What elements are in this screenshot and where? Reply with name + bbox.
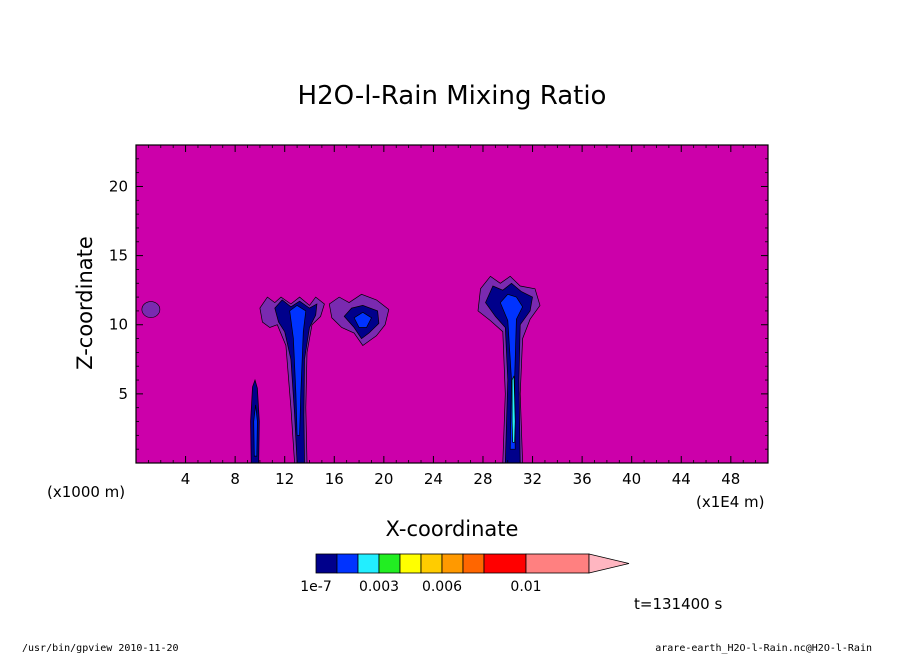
time-label: t=131400 s bbox=[634, 595, 722, 613]
tower-d-core bbox=[485, 282, 533, 464]
tower-d-inner bbox=[499, 293, 524, 450]
x-tick-label: 8 bbox=[230, 470, 240, 488]
contour-features bbox=[141, 275, 541, 464]
y-tick-label: 20 bbox=[109, 177, 128, 195]
colorbar-arrow bbox=[588, 553, 630, 574]
y-tick-label: 5 bbox=[118, 385, 128, 403]
x-tick-label: 48 bbox=[721, 470, 740, 488]
colorbar-segment bbox=[315, 553, 338, 574]
y-tick-label: 10 bbox=[109, 316, 128, 334]
y-axis-ticks: 5 10 15 20 bbox=[109, 158, 768, 450]
colorbar-segment bbox=[525, 553, 590, 574]
x-tick-label: 32 bbox=[523, 470, 542, 488]
y-axis-title: Z-coordinate bbox=[73, 236, 97, 370]
y-tick-label: 15 bbox=[109, 247, 128, 265]
plot-area bbox=[136, 145, 768, 463]
y-unit-label: (x1000 m) bbox=[47, 483, 125, 501]
x-tick-label: 36 bbox=[573, 470, 592, 488]
colorbar-segment bbox=[420, 553, 443, 574]
tower-b-inner bbox=[289, 304, 307, 436]
x-tick-label: 40 bbox=[622, 470, 641, 488]
x-tick-label: 16 bbox=[325, 470, 344, 488]
x-tick-label: 28 bbox=[473, 470, 492, 488]
colorbar-label: 0.006 bbox=[422, 579, 462, 595]
colorbar-segment bbox=[462, 553, 485, 574]
x-tick-label: 24 bbox=[424, 470, 443, 488]
x-tick-label: 44 bbox=[672, 470, 691, 488]
x-tick-label: 12 bbox=[275, 470, 294, 488]
colorbar-segment bbox=[441, 553, 464, 574]
colorbar: 1e-7 0.003 0.006 0.01 bbox=[300, 553, 630, 595]
shaft-a-core bbox=[253, 404, 258, 457]
cloud-c-inner bbox=[353, 311, 372, 328]
colorbar-segment bbox=[483, 553, 527, 574]
footer-left: /usr/bin/gpview 2010-11-20 bbox=[22, 643, 179, 654]
plot-frame bbox=[135, 144, 769, 464]
colorbar-label: 0.003 bbox=[359, 579, 399, 595]
colorbar-label: 1e-7 bbox=[300, 579, 331, 595]
tower-d-peak bbox=[511, 375, 516, 443]
chart-title: H2O-l-Rain Mixing Ratio bbox=[298, 81, 607, 111]
x-axis-ticks: 4 8 12 16 20 24 28 32 36 40 44 48 bbox=[147, 145, 757, 488]
x-tick-label: 20 bbox=[374, 470, 393, 488]
x-unit-label: (x1E4 m) bbox=[696, 493, 765, 511]
x-axis-title: X-coordinate bbox=[386, 517, 519, 541]
colorbar-segment bbox=[357, 553, 380, 574]
colorbar-segment bbox=[378, 553, 401, 574]
colorbar-segment bbox=[336, 553, 359, 574]
colorbar-segment bbox=[399, 553, 422, 574]
colorbar-label: 0.01 bbox=[510, 579, 541, 595]
x-tick-label: 4 bbox=[181, 470, 191, 488]
footer-right: arare-earth_H2O-l-Rain.nc@H2O-l-Rain bbox=[655, 643, 872, 654]
small-cloud bbox=[141, 301, 161, 318]
